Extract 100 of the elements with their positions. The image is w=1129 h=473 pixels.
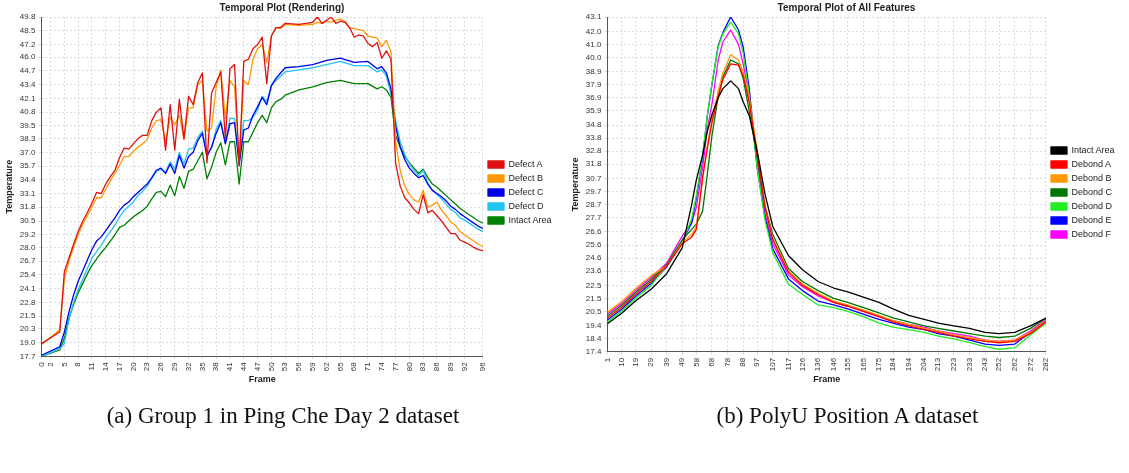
y-tick-label: 27.7 [585, 212, 602, 222]
x-tick-label: 19 [630, 357, 640, 367]
x-tick-label: 243 [980, 357, 990, 372]
x-tick-label: 47 [252, 361, 262, 372]
y-tick-label: 25.6 [585, 240, 602, 250]
x-tick-label: 32 [183, 361, 193, 372]
legend-label: Defect A [508, 158, 543, 169]
y-tick-label: 35.7 [19, 161, 36, 171]
x-tick-label: 53 [280, 361, 290, 372]
x-tick-label: 83 [418, 361, 428, 372]
x-tick-label: 272 [1025, 357, 1035, 372]
y-tick-label: 31.8 [19, 202, 36, 212]
x-tick-label: 96 [478, 361, 488, 372]
y-tick-label: 33.8 [585, 133, 602, 143]
y-tick-label: 37.9 [585, 79, 602, 89]
x-tick-label: 107 [768, 357, 778, 372]
x-tick-label: 204 [919, 357, 929, 372]
x-tick-label: 62 [321, 361, 331, 372]
x-tick-label: 0 [36, 361, 46, 367]
x-tick-label: 213 [933, 357, 943, 372]
text: (a) Group 1 in Ping Che Day 2 dataset [105, 403, 461, 429]
x-tick-label: 89 [445, 361, 455, 372]
y-tick-label: 18.4 [585, 334, 602, 344]
y-axis-title: Temperature [569, 157, 580, 212]
y-tick-label: 42.0 [585, 26, 602, 36]
y-tick-label: 19.4 [585, 321, 602, 330]
x-tick-label: 175 [874, 357, 884, 372]
x-tick-label: 44 [238, 361, 248, 372]
legend-label: Debond A [1071, 158, 1112, 169]
y-tick-label: 22.5 [585, 280, 602, 290]
x-tick-label: 86 [432, 361, 442, 372]
x-tick-label: 14 [100, 361, 110, 372]
y-tick-label: 42.1 [19, 93, 36, 103]
x-tick-label: 74 [376, 361, 386, 372]
y-tick-label: 23.6 [585, 266, 602, 276]
x-tick-label: 5 [59, 361, 69, 367]
y-tick-label: 43.1 [585, 12, 602, 22]
legend-label: Debond D [1071, 200, 1113, 211]
x-tick-label: 35 [197, 361, 207, 372]
x-tick-label: 117 [783, 357, 793, 371]
y-tick-label: 47.2 [19, 39, 36, 49]
x-axis-title: Frame [248, 374, 276, 385]
x-tick-label: 50 [266, 361, 276, 372]
y-tick-label: 26.6 [585, 227, 602, 237]
x-tick-label: 80 [404, 361, 414, 372]
y-tick-label: 37.0 [19, 147, 36, 157]
x-tick-label: 1 [602, 357, 612, 363]
x-tick-label: 58 [691, 357, 701, 367]
y-tick-label: 20.5 [585, 306, 602, 316]
x-tick-label: 282 [1041, 357, 1051, 372]
legend-label: Intact Area [1071, 144, 1115, 155]
x-tick-label: 10 [616, 357, 626, 367]
y-tick-label: 40.0 [585, 52, 602, 62]
x-tick-label: 194 [903, 357, 913, 372]
y-tick-label: 22.8 [19, 297, 36, 307]
x-tick-label: 41 [225, 361, 235, 372]
x-tick-label: 17 [114, 361, 124, 372]
x-tick-label: 97 [752, 357, 762, 367]
y-tick-label: 29.7 [585, 186, 602, 196]
y-tick-label: 33.1 [19, 188, 36, 198]
legend-label: Debond F [1071, 228, 1112, 239]
legend-label: Defect C [508, 186, 544, 197]
y-axis-title: Temperature [3, 159, 14, 214]
x-tick-label: 155 [842, 357, 852, 372]
x-tick-label: 78 [722, 357, 732, 367]
y-tick-label: 24.6 [585, 253, 602, 263]
y-tick-label: 26.7 [19, 256, 36, 266]
x-tick-label: 2 [45, 361, 55, 367]
x-tick-label: 184 [888, 357, 898, 372]
x-tick-label: 65 [335, 361, 345, 372]
x-tick-label: 68 [707, 357, 717, 367]
y-tick-label: 40.8 [19, 107, 36, 117]
x-tick-label: 136 [813, 357, 823, 372]
x-tick-label: 77 [390, 361, 400, 372]
y-tick-label: 31.8 [585, 159, 602, 169]
x-tick-label: 49 [677, 357, 687, 367]
text: (b) PolyU Position A dataset [715, 403, 980, 429]
x-tick-label: 88 [738, 357, 748, 367]
y-tick-label: 17.7 [19, 351, 36, 361]
x-tick-label: 20 [128, 361, 138, 372]
y-tick-label: 21.5 [585, 293, 602, 303]
y-tick-label: 44.7 [19, 66, 36, 76]
y-tick-label: 46.0 [19, 52, 36, 62]
x-tick-label: 68 [349, 361, 359, 372]
legend-label: Debond E [1071, 214, 1112, 225]
y-tick-label: 29.2 [19, 229, 36, 239]
legend-label: Debond C [1071, 186, 1113, 197]
y-tick-label: 30.7 [585, 173, 602, 183]
chart-title: Temporal Plot (Rendering) [219, 1, 345, 13]
x-axis-title: Frame [813, 374, 841, 385]
x-tick-label: 29 [169, 361, 179, 372]
x-tick-label: 11 [87, 361, 97, 371]
x-tick-label: 23 [142, 361, 152, 372]
y-tick-label: 19.0 [19, 337, 36, 347]
y-tick-label: 39.5 [19, 121, 36, 131]
x-tick-label: 262 [1009, 357, 1019, 372]
y-tick-label: 34.8 [585, 120, 602, 130]
y-tick-label: 38.3 [19, 133, 36, 143]
y-tick-label: 17.4 [585, 347, 602, 357]
x-tick-label: 59 [307, 361, 317, 372]
